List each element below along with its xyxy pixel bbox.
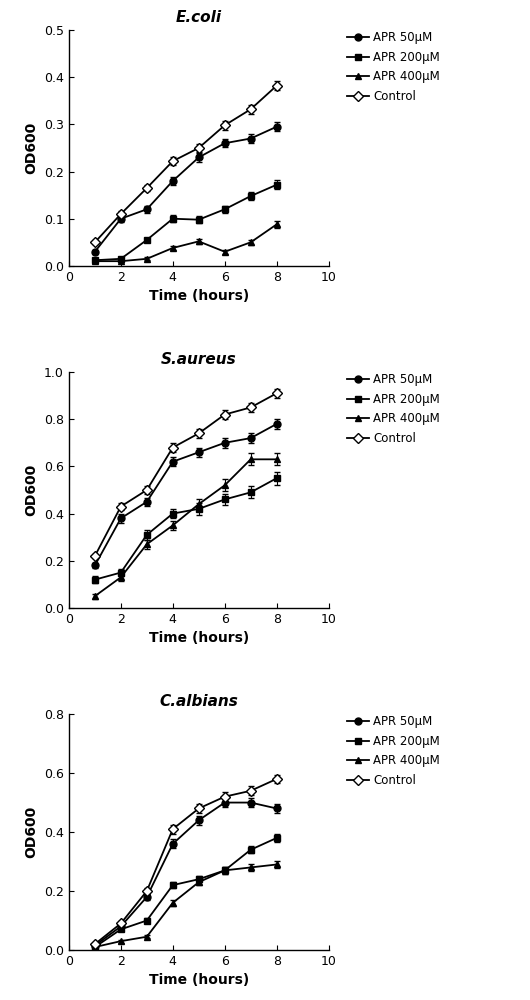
Title: C.albians: C.albians	[160, 694, 238, 709]
Title: E.coli: E.coli	[175, 10, 222, 25]
Legend: APR 50μM, APR 200μM, APR 400μM, Control: APR 50μM, APR 200μM, APR 400μM, Control	[348, 31, 440, 103]
Legend: APR 50μM, APR 200μM, APR 400μM, Control: APR 50μM, APR 200μM, APR 400μM, Control	[348, 373, 440, 445]
Legend: APR 50μM, APR 200μM, APR 400μM, Control: APR 50μM, APR 200μM, APR 400μM, Control	[348, 715, 440, 787]
X-axis label: Time (hours): Time (hours)	[148, 973, 249, 987]
Y-axis label: OD600: OD600	[24, 122, 39, 174]
X-axis label: Time (hours): Time (hours)	[148, 631, 249, 645]
X-axis label: Time (hours): Time (hours)	[148, 289, 249, 303]
Y-axis label: OD600: OD600	[24, 806, 39, 858]
Title: S.aureus: S.aureus	[161, 352, 236, 367]
Y-axis label: OD600: OD600	[24, 464, 39, 516]
